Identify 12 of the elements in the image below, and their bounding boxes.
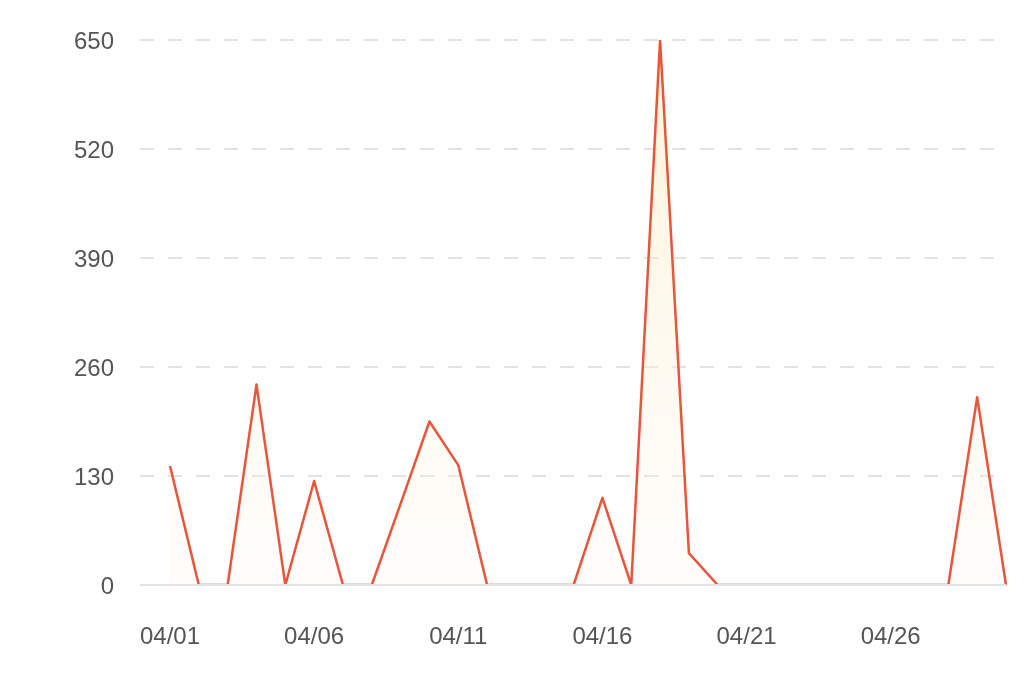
y-tick-label: 390 [73,244,114,272]
y-tick-label: 260 [73,353,114,381]
x-tick-label: 04/11 [429,622,488,650]
y-tick-label: 520 [73,135,114,163]
x-tick-label: 04/01 [139,622,201,650]
x-tick-label: 04/06 [284,622,345,650]
y-tick-label: 130 [73,462,114,490]
x-tick-label: 04/16 [572,622,633,650]
y-tick-label: 0 [100,571,114,599]
x-tick-label: 04/21 [716,622,777,650]
y-tick-label: 650 [73,26,114,54]
x-tick-label: 04/26 [860,622,921,650]
